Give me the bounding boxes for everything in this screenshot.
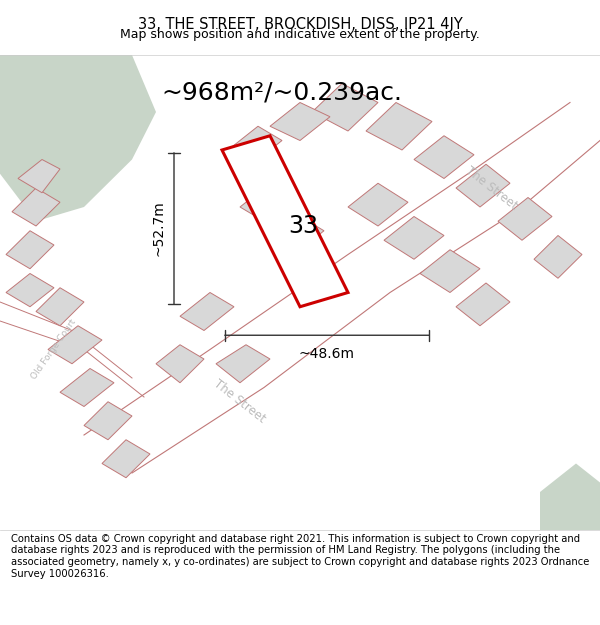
Polygon shape — [60, 369, 114, 406]
Polygon shape — [48, 326, 102, 364]
Polygon shape — [84, 402, 132, 440]
Polygon shape — [456, 164, 510, 207]
Text: ~48.6m: ~48.6m — [299, 347, 355, 361]
Text: Contains OS data © Crown copyright and database right 2021. This information is : Contains OS data © Crown copyright and d… — [11, 534, 589, 579]
Polygon shape — [420, 250, 480, 292]
Polygon shape — [6, 231, 54, 269]
Text: Old Forge Court: Old Forge Court — [30, 318, 78, 381]
Polygon shape — [216, 345, 270, 382]
Polygon shape — [36, 288, 84, 326]
Polygon shape — [348, 183, 408, 226]
Polygon shape — [312, 84, 378, 131]
Text: Map shows position and indicative extent of the property.: Map shows position and indicative extent… — [120, 28, 480, 41]
Polygon shape — [12, 188, 60, 226]
Polygon shape — [384, 216, 444, 259]
Polygon shape — [276, 216, 324, 250]
Polygon shape — [0, 55, 156, 221]
Polygon shape — [366, 102, 432, 150]
Polygon shape — [228, 126, 282, 164]
Text: ~968m²/~0.239ac.: ~968m²/~0.239ac. — [161, 81, 403, 105]
Polygon shape — [156, 345, 204, 382]
Polygon shape — [270, 102, 330, 141]
Text: The Street: The Street — [212, 378, 268, 426]
Polygon shape — [534, 236, 582, 278]
Polygon shape — [240, 188, 288, 221]
Polygon shape — [6, 274, 54, 307]
Text: ~52.7m: ~52.7m — [151, 201, 165, 256]
Polygon shape — [180, 292, 234, 331]
Polygon shape — [498, 198, 552, 240]
Text: 33, THE STREET, BROCKDISH, DISS, IP21 4JY: 33, THE STREET, BROCKDISH, DISS, IP21 4J… — [137, 16, 463, 31]
Text: The Street: The Street — [464, 164, 520, 212]
Polygon shape — [540, 464, 600, 530]
Polygon shape — [102, 440, 150, 478]
Polygon shape — [456, 283, 510, 326]
Polygon shape — [414, 136, 474, 179]
Polygon shape — [18, 159, 60, 192]
Polygon shape — [222, 136, 348, 307]
Text: 33: 33 — [288, 214, 318, 238]
